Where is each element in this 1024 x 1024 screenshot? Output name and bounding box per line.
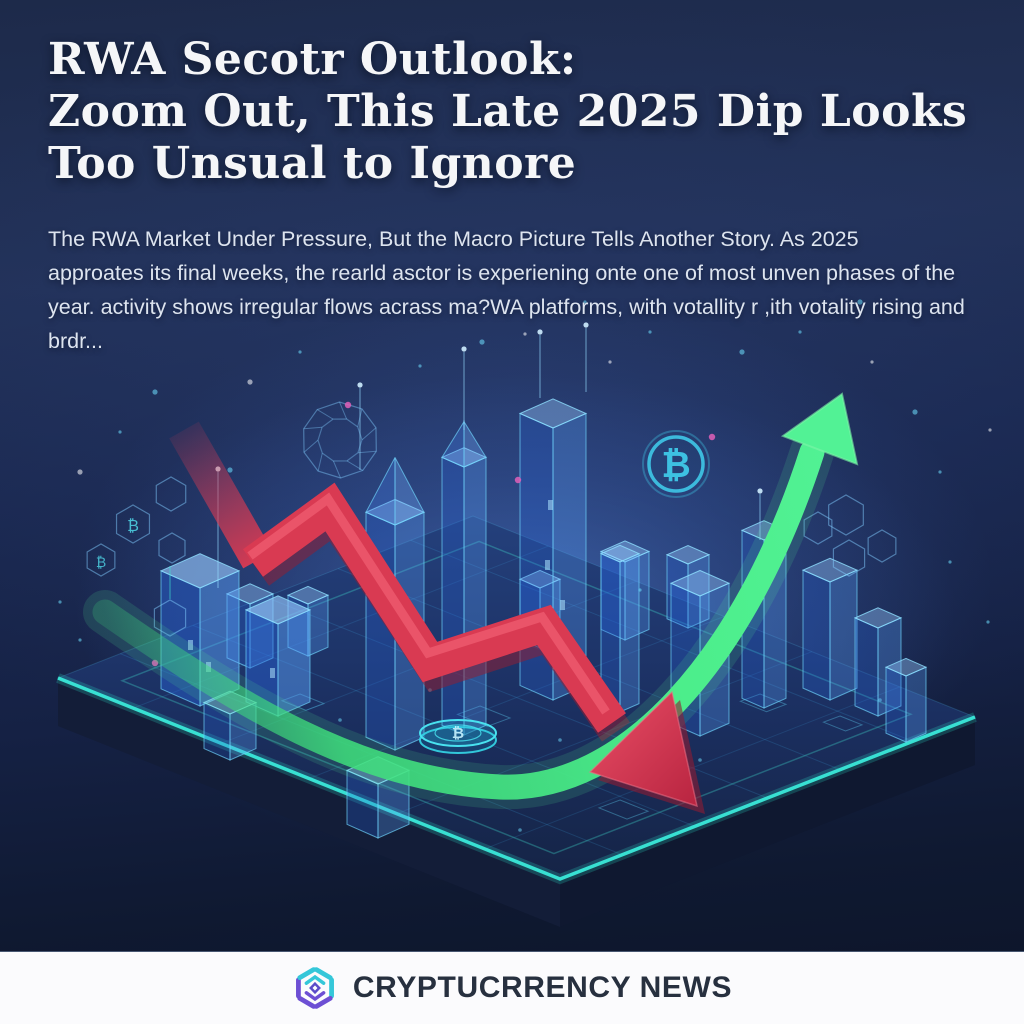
downtrend-arrow-head: [588, 690, 705, 814]
brand-wordmark: CRYPTUCRRENCY NEWS: [352, 971, 733, 1004]
bitcoin-badge-icon: ₿: [642, 430, 710, 498]
hex-badge-bitcoin-glyph: ₿: [127, 516, 139, 535]
uptrend-arrow: [83, 392, 859, 810]
brand-logo-icon: [295, 967, 334, 1009]
coin-disc-bitcoin-glyph: ₿: [452, 724, 464, 742]
headline: RWA Secotr Outlook: Zoom Out, This Late …: [48, 34, 988, 190]
headline-line-3: Too Unsual to Ignore: [48, 138, 577, 189]
body-line: The RWA Market Under Pressure, But the M…: [48, 227, 859, 251]
hex-badge-bitcoin-glyph: ₿: [96, 555, 106, 571]
downtrend-arrow-shaft: [169, 421, 630, 742]
bitcoin-glyph: ₿: [661, 445, 690, 486]
sky-decorations: [58, 299, 992, 667]
coin-disc: [419, 719, 497, 754]
body-line: brdr...: [48, 329, 103, 353]
body-paragraph: The RWA Market Under Pressure, But the M…: [48, 222, 978, 358]
body-line: year. activity shows irregular flows acr…: [48, 295, 965, 319]
body-line: approates its final weeks, the rearld as…: [48, 261, 956, 285]
headline-line-1: RWA Secotr Outlook:: [48, 34, 577, 85]
headline-line-2: Zoom Out, This Late 2025 Dip Looks: [48, 86, 968, 137]
footer-bar: CRYPTUCRRENCY NEWS: [0, 952, 1024, 1024]
